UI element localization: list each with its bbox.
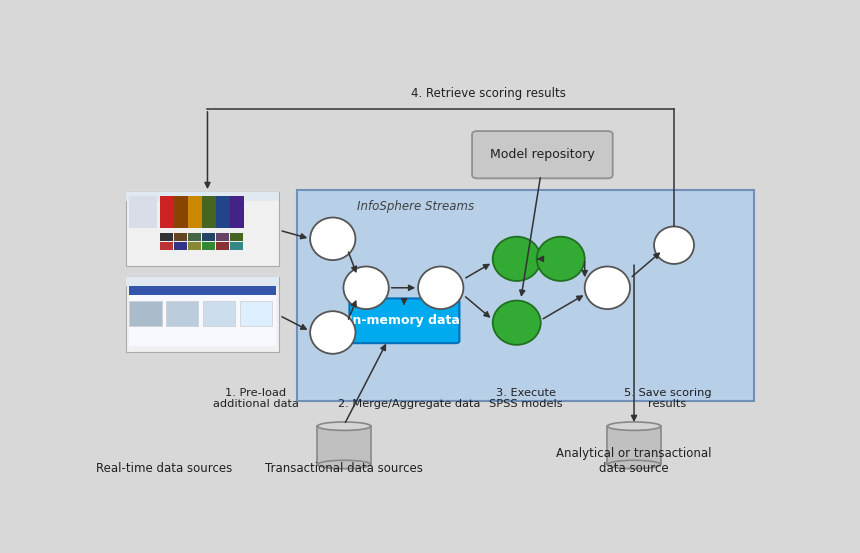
FancyBboxPatch shape <box>160 242 173 250</box>
FancyBboxPatch shape <box>202 233 215 241</box>
FancyBboxPatch shape <box>230 233 243 241</box>
FancyBboxPatch shape <box>216 242 229 250</box>
FancyBboxPatch shape <box>129 286 276 346</box>
Text: 2. Merge/Aggregate data: 2. Merge/Aggregate data <box>338 399 480 409</box>
Ellipse shape <box>493 237 541 281</box>
FancyBboxPatch shape <box>126 277 280 286</box>
Ellipse shape <box>537 237 585 281</box>
FancyBboxPatch shape <box>160 233 173 241</box>
FancyBboxPatch shape <box>203 301 235 326</box>
FancyBboxPatch shape <box>349 299 459 343</box>
Text: 5. Save scoring
results: 5. Save scoring results <box>624 388 711 409</box>
FancyBboxPatch shape <box>317 426 371 465</box>
FancyBboxPatch shape <box>129 196 157 228</box>
Ellipse shape <box>654 227 694 264</box>
Ellipse shape <box>607 460 660 469</box>
FancyBboxPatch shape <box>202 196 216 228</box>
FancyBboxPatch shape <box>188 242 200 250</box>
Text: 3. Execute
SPSS models: 3. Execute SPSS models <box>489 388 563 409</box>
FancyBboxPatch shape <box>230 196 244 228</box>
Ellipse shape <box>310 217 355 260</box>
FancyBboxPatch shape <box>472 131 612 179</box>
FancyBboxPatch shape <box>298 190 754 400</box>
Text: In-memory data: In-memory data <box>348 314 460 327</box>
Ellipse shape <box>493 301 541 345</box>
FancyBboxPatch shape <box>126 192 280 201</box>
FancyBboxPatch shape <box>216 233 229 241</box>
FancyBboxPatch shape <box>240 301 272 326</box>
Text: InfoSphere Streams: InfoSphere Streams <box>358 201 475 213</box>
Ellipse shape <box>310 311 355 354</box>
Ellipse shape <box>317 422 371 430</box>
FancyBboxPatch shape <box>174 196 188 228</box>
Ellipse shape <box>585 267 630 309</box>
FancyBboxPatch shape <box>607 426 660 465</box>
FancyBboxPatch shape <box>188 233 200 241</box>
Text: Real-time data sources: Real-time data sources <box>96 462 232 475</box>
Text: Transactional data sources: Transactional data sources <box>265 462 423 475</box>
Ellipse shape <box>317 460 371 469</box>
FancyBboxPatch shape <box>174 233 187 241</box>
Text: Model repository: Model repository <box>490 148 595 161</box>
FancyBboxPatch shape <box>174 242 187 250</box>
FancyBboxPatch shape <box>126 277 280 352</box>
Ellipse shape <box>607 422 660 430</box>
FancyBboxPatch shape <box>160 196 174 228</box>
FancyBboxPatch shape <box>188 196 202 228</box>
FancyBboxPatch shape <box>129 286 276 295</box>
FancyBboxPatch shape <box>166 301 199 326</box>
FancyBboxPatch shape <box>216 196 230 228</box>
Text: Analytical or transactional
data source: Analytical or transactional data source <box>556 447 712 475</box>
FancyBboxPatch shape <box>230 242 243 250</box>
Text: 1. Pre-load
additional data: 1. Pre-load additional data <box>212 388 298 409</box>
Text: 4. Retrieve scoring results: 4. Retrieve scoring results <box>411 87 566 101</box>
FancyBboxPatch shape <box>126 192 280 267</box>
Ellipse shape <box>418 267 464 309</box>
FancyBboxPatch shape <box>160 196 244 228</box>
FancyBboxPatch shape <box>202 242 215 250</box>
FancyBboxPatch shape <box>129 301 162 326</box>
Ellipse shape <box>343 267 389 309</box>
